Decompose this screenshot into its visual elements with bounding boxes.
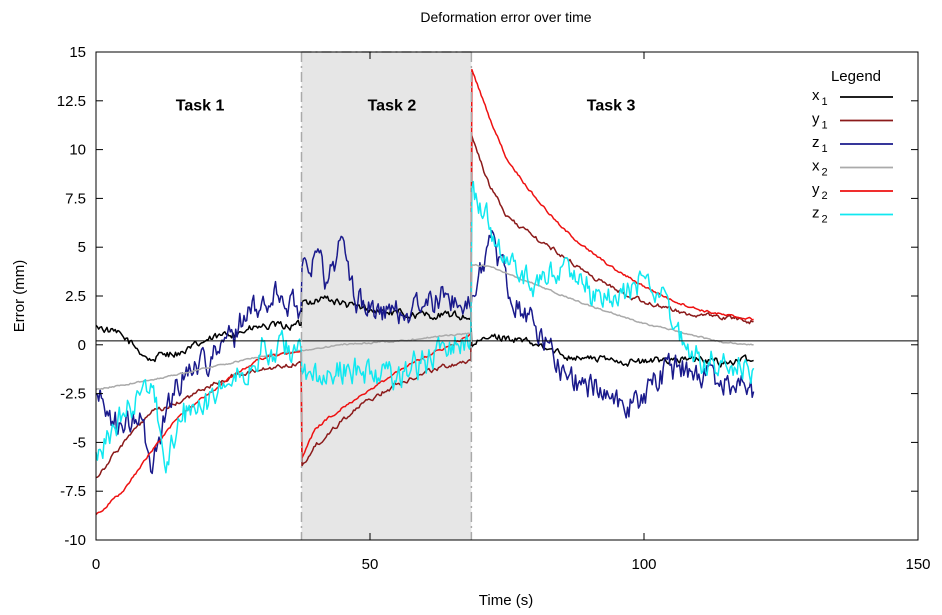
y-tick-label: 15	[69, 44, 86, 61]
task-label: Task 3	[587, 98, 636, 115]
x-tick-label: 50	[362, 556, 379, 573]
y-tick-label: 5	[78, 239, 86, 256]
y-tick-label: 12.5	[57, 93, 86, 110]
y-tick-label: -7.5	[60, 483, 86, 500]
chart-title: Deformation error over time	[420, 9, 591, 25]
y-axis-title: Error (mm)	[11, 260, 28, 332]
plot-frame	[96, 52, 918, 540]
reference-lines	[96, 52, 918, 540]
y-tick-label: -10	[64, 532, 86, 549]
x-tick-label: 0	[92, 556, 100, 573]
task-label: Task 2	[368, 98, 417, 115]
legend-title: Legend	[831, 68, 881, 85]
x-tick-label: 100	[631, 556, 656, 573]
y-tick-label: -2.5	[60, 386, 86, 403]
task-labels: Task 1 Task 2 Task 3	[176, 98, 636, 115]
y-tick-label: 10	[69, 142, 86, 159]
y-tick-label: 2.5	[65, 288, 86, 305]
x-axis-title: Time (s)	[479, 592, 533, 609]
y-tick-label: 7.5	[65, 190, 86, 207]
task-label: Task 1	[176, 98, 225, 115]
x-tick-label: 150	[905, 556, 930, 573]
y-tick-label: 0	[78, 337, 86, 354]
y-tick-label: -5	[73, 434, 86, 451]
